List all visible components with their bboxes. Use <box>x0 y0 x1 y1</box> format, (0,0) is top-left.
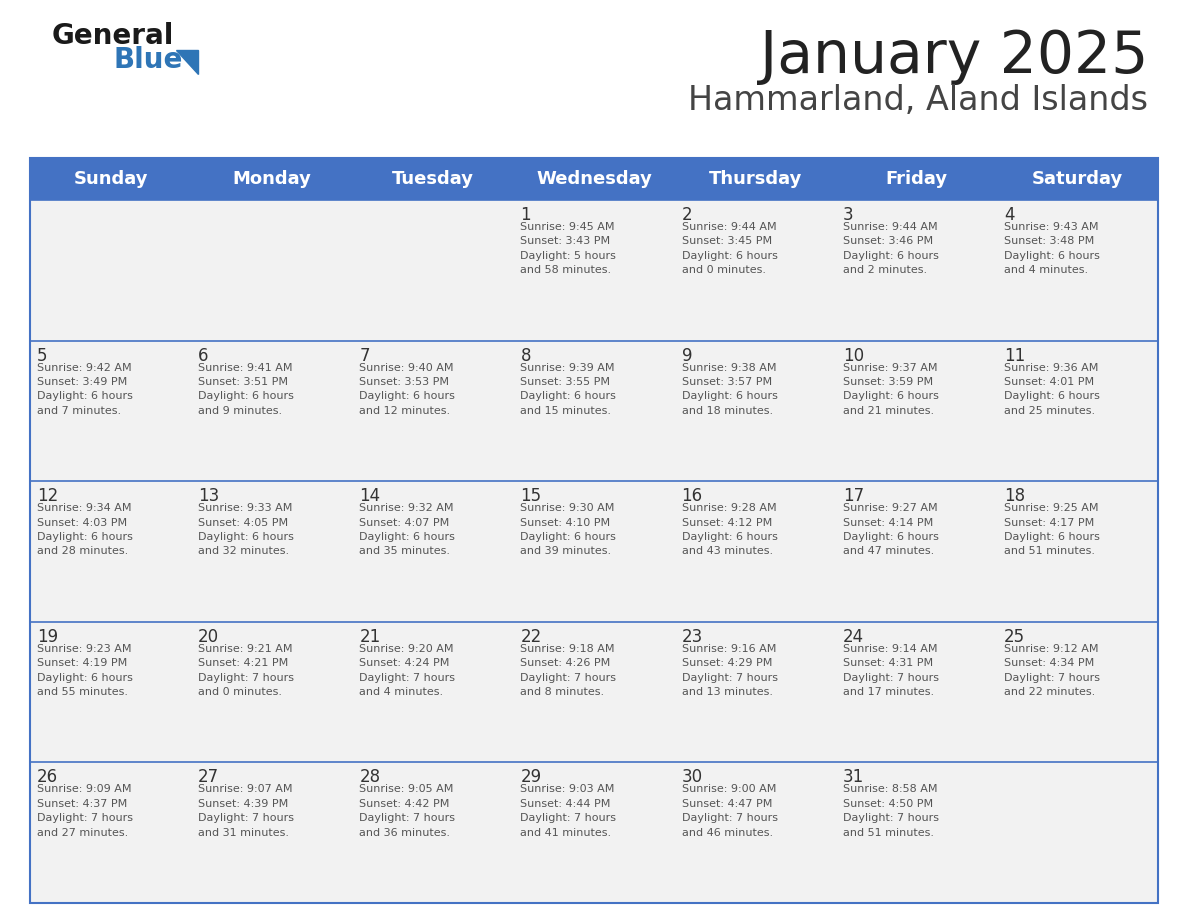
Bar <box>30 158 1158 200</box>
Text: Sunrise: 9:25 AM
Sunset: 4:17 PM
Daylight: 6 hours
and 51 minutes.: Sunrise: 9:25 AM Sunset: 4:17 PM Dayligh… <box>1004 503 1100 556</box>
Text: 9: 9 <box>682 347 693 364</box>
Text: 20: 20 <box>198 628 220 645</box>
Text: 29: 29 <box>520 768 542 787</box>
Text: Sunrise: 9:37 AM
Sunset: 3:59 PM
Daylight: 6 hours
and 21 minutes.: Sunrise: 9:37 AM Sunset: 3:59 PM Dayligh… <box>842 363 939 416</box>
Text: 8: 8 <box>520 347 531 364</box>
Text: Sunrise: 9:38 AM
Sunset: 3:57 PM
Daylight: 6 hours
and 18 minutes.: Sunrise: 9:38 AM Sunset: 3:57 PM Dayligh… <box>682 363 777 416</box>
Text: 3: 3 <box>842 206 853 224</box>
Text: 31: 31 <box>842 768 864 787</box>
Text: Tuesday: Tuesday <box>392 170 474 188</box>
Text: Hammarland, Aland Islands: Hammarland, Aland Islands <box>688 84 1148 117</box>
Text: Sunrise: 9:09 AM
Sunset: 4:37 PM
Daylight: 7 hours
and 27 minutes.: Sunrise: 9:09 AM Sunset: 4:37 PM Dayligh… <box>37 784 133 837</box>
Text: Sunrise: 9:27 AM
Sunset: 4:14 PM
Daylight: 6 hours
and 47 minutes.: Sunrise: 9:27 AM Sunset: 4:14 PM Dayligh… <box>842 503 939 556</box>
Text: Sunrise: 9:20 AM
Sunset: 4:24 PM
Daylight: 7 hours
and 4 minutes.: Sunrise: 9:20 AM Sunset: 4:24 PM Dayligh… <box>359 644 455 697</box>
Text: 25: 25 <box>1004 628 1025 645</box>
Text: Sunrise: 9:00 AM
Sunset: 4:47 PM
Daylight: 7 hours
and 46 minutes.: Sunrise: 9:00 AM Sunset: 4:47 PM Dayligh… <box>682 784 778 837</box>
Text: Sunrise: 9:42 AM
Sunset: 3:49 PM
Daylight: 6 hours
and 7 minutes.: Sunrise: 9:42 AM Sunset: 3:49 PM Dayligh… <box>37 363 133 416</box>
Text: 17: 17 <box>842 487 864 505</box>
Text: General: General <box>52 22 175 50</box>
Text: 26: 26 <box>37 768 58 787</box>
Text: 12: 12 <box>37 487 58 505</box>
Text: 11: 11 <box>1004 347 1025 364</box>
Text: Blue: Blue <box>114 46 183 74</box>
Text: Sunrise: 9:30 AM
Sunset: 4:10 PM
Daylight: 6 hours
and 39 minutes.: Sunrise: 9:30 AM Sunset: 4:10 PM Dayligh… <box>520 503 617 556</box>
Text: Sunrise: 9:40 AM
Sunset: 3:53 PM
Daylight: 6 hours
and 12 minutes.: Sunrise: 9:40 AM Sunset: 3:53 PM Dayligh… <box>359 363 455 416</box>
Text: Sunrise: 9:14 AM
Sunset: 4:31 PM
Daylight: 7 hours
and 17 minutes.: Sunrise: 9:14 AM Sunset: 4:31 PM Dayligh… <box>842 644 939 697</box>
Text: 19: 19 <box>37 628 58 645</box>
Text: Sunrise: 9:36 AM
Sunset: 4:01 PM
Daylight: 6 hours
and 25 minutes.: Sunrise: 9:36 AM Sunset: 4:01 PM Dayligh… <box>1004 363 1100 416</box>
Text: Sunrise: 9:23 AM
Sunset: 4:19 PM
Daylight: 6 hours
and 55 minutes.: Sunrise: 9:23 AM Sunset: 4:19 PM Dayligh… <box>37 644 133 697</box>
Text: Sunday: Sunday <box>74 170 147 188</box>
Text: Wednesday: Wednesday <box>536 170 652 188</box>
Text: Sunrise: 9:03 AM
Sunset: 4:44 PM
Daylight: 7 hours
and 41 minutes.: Sunrise: 9:03 AM Sunset: 4:44 PM Dayligh… <box>520 784 617 837</box>
Text: Sunrise: 9:44 AM
Sunset: 3:45 PM
Daylight: 6 hours
and 0 minutes.: Sunrise: 9:44 AM Sunset: 3:45 PM Dayligh… <box>682 222 777 275</box>
Text: Thursday: Thursday <box>708 170 802 188</box>
Text: Sunrise: 9:39 AM
Sunset: 3:55 PM
Daylight: 6 hours
and 15 minutes.: Sunrise: 9:39 AM Sunset: 3:55 PM Dayligh… <box>520 363 617 416</box>
Text: Sunrise: 9:45 AM
Sunset: 3:43 PM
Daylight: 5 hours
and 58 minutes.: Sunrise: 9:45 AM Sunset: 3:43 PM Dayligh… <box>520 222 617 275</box>
Text: Sunrise: 9:34 AM
Sunset: 4:03 PM
Daylight: 6 hours
and 28 minutes.: Sunrise: 9:34 AM Sunset: 4:03 PM Dayligh… <box>37 503 133 556</box>
Text: Sunrise: 9:21 AM
Sunset: 4:21 PM
Daylight: 7 hours
and 0 minutes.: Sunrise: 9:21 AM Sunset: 4:21 PM Dayligh… <box>198 644 295 697</box>
Text: Sunrise: 9:41 AM
Sunset: 3:51 PM
Daylight: 6 hours
and 9 minutes.: Sunrise: 9:41 AM Sunset: 3:51 PM Dayligh… <box>198 363 293 416</box>
Text: 30: 30 <box>682 768 702 787</box>
Text: 15: 15 <box>520 487 542 505</box>
Text: 1: 1 <box>520 206 531 224</box>
Polygon shape <box>176 50 198 74</box>
Text: 10: 10 <box>842 347 864 364</box>
Text: Sunrise: 9:28 AM
Sunset: 4:12 PM
Daylight: 6 hours
and 43 minutes.: Sunrise: 9:28 AM Sunset: 4:12 PM Dayligh… <box>682 503 777 556</box>
Text: Sunrise: 9:07 AM
Sunset: 4:39 PM
Daylight: 7 hours
and 31 minutes.: Sunrise: 9:07 AM Sunset: 4:39 PM Dayligh… <box>198 784 295 837</box>
Text: Sunrise: 9:44 AM
Sunset: 3:46 PM
Daylight: 6 hours
and 2 minutes.: Sunrise: 9:44 AM Sunset: 3:46 PM Dayligh… <box>842 222 939 275</box>
Text: 2: 2 <box>682 206 693 224</box>
Text: Sunrise: 9:05 AM
Sunset: 4:42 PM
Daylight: 7 hours
and 36 minutes.: Sunrise: 9:05 AM Sunset: 4:42 PM Dayligh… <box>359 784 455 837</box>
Text: 28: 28 <box>359 768 380 787</box>
Text: Sunrise: 9:16 AM
Sunset: 4:29 PM
Daylight: 7 hours
and 13 minutes.: Sunrise: 9:16 AM Sunset: 4:29 PM Dayligh… <box>682 644 778 697</box>
Text: 27: 27 <box>198 768 220 787</box>
Text: 22: 22 <box>520 628 542 645</box>
Text: Monday: Monday <box>233 170 311 188</box>
Text: 21: 21 <box>359 628 380 645</box>
Text: Sunrise: 9:43 AM
Sunset: 3:48 PM
Daylight: 6 hours
and 4 minutes.: Sunrise: 9:43 AM Sunset: 3:48 PM Dayligh… <box>1004 222 1100 275</box>
Text: 13: 13 <box>198 487 220 505</box>
Text: 4: 4 <box>1004 206 1015 224</box>
Text: 18: 18 <box>1004 487 1025 505</box>
Text: Sunrise: 9:18 AM
Sunset: 4:26 PM
Daylight: 7 hours
and 8 minutes.: Sunrise: 9:18 AM Sunset: 4:26 PM Dayligh… <box>520 644 617 697</box>
Text: 7: 7 <box>359 347 369 364</box>
Text: 23: 23 <box>682 628 703 645</box>
Text: 16: 16 <box>682 487 702 505</box>
Text: Sunrise: 9:12 AM
Sunset: 4:34 PM
Daylight: 7 hours
and 22 minutes.: Sunrise: 9:12 AM Sunset: 4:34 PM Dayligh… <box>1004 644 1100 697</box>
Text: 14: 14 <box>359 487 380 505</box>
Text: Sunrise: 9:33 AM
Sunset: 4:05 PM
Daylight: 6 hours
and 32 minutes.: Sunrise: 9:33 AM Sunset: 4:05 PM Dayligh… <box>198 503 293 556</box>
Text: 24: 24 <box>842 628 864 645</box>
Text: Sunrise: 9:32 AM
Sunset: 4:07 PM
Daylight: 6 hours
and 35 minutes.: Sunrise: 9:32 AM Sunset: 4:07 PM Dayligh… <box>359 503 455 556</box>
Text: 6: 6 <box>198 347 209 364</box>
Bar <box>30 158 1158 903</box>
Text: Sunrise: 8:58 AM
Sunset: 4:50 PM
Daylight: 7 hours
and 51 minutes.: Sunrise: 8:58 AM Sunset: 4:50 PM Dayligh… <box>842 784 939 837</box>
Text: Saturday: Saturday <box>1032 170 1123 188</box>
Bar <box>30 158 1158 903</box>
Text: 5: 5 <box>37 347 48 364</box>
Text: Friday: Friday <box>885 170 947 188</box>
Text: January 2025: January 2025 <box>759 28 1148 85</box>
